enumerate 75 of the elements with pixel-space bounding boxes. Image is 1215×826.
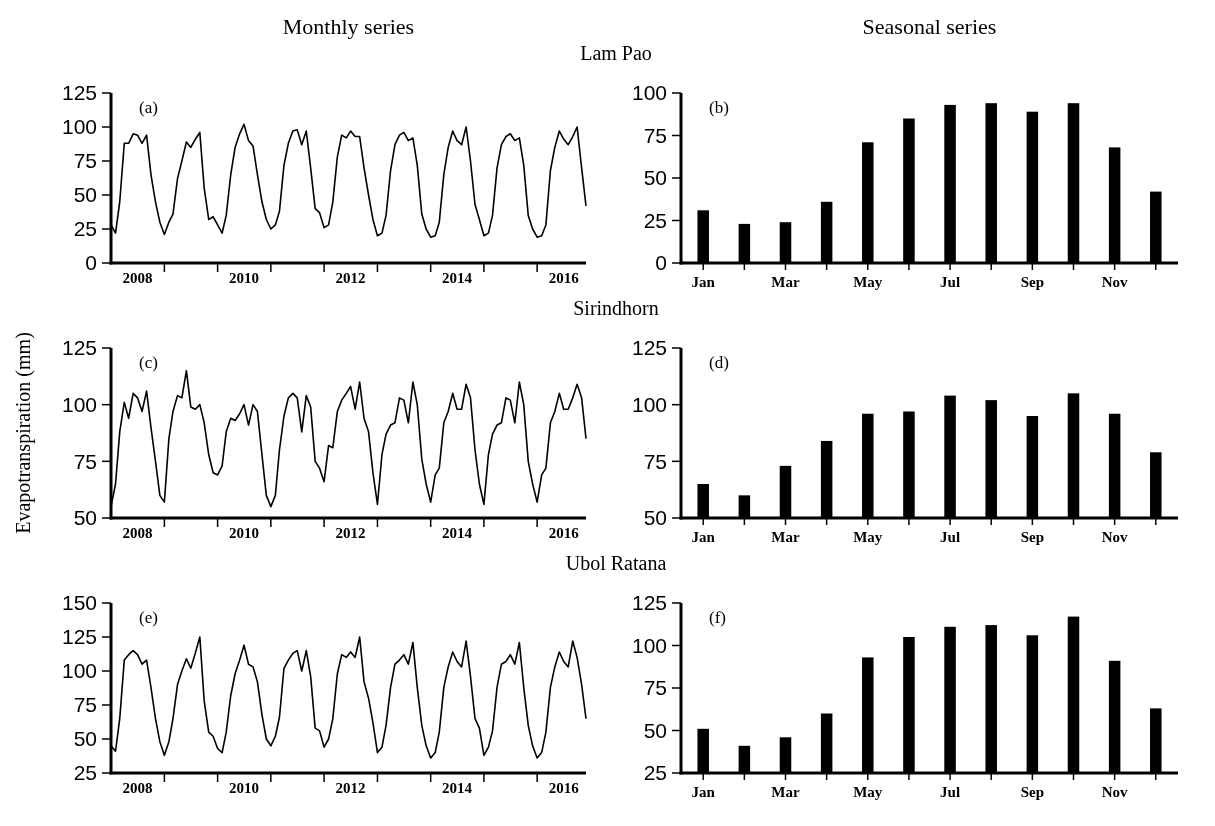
y-tick-label: 100 [631, 633, 667, 657]
y-tick-label: 125 [61, 81, 97, 105]
chart-title: Monthly series [282, 14, 415, 39]
y-tick-label: 25 [643, 208, 667, 232]
x-tick-label: 2016 [548, 270, 580, 286]
x-tick-label: Sep [1020, 274, 1045, 290]
annotation: (d) [709, 353, 729, 372]
y-tick-label: 50 [643, 718, 667, 742]
y-tick-label: 50 [73, 506, 97, 530]
y-tick-label: 75 [643, 449, 667, 473]
x-tick-label: Sep [1020, 529, 1045, 545]
annotation: (c) [139, 353, 158, 372]
x-tick-label: Mar [771, 529, 800, 545]
y-tick-label: 125 [631, 336, 667, 360]
x-tick-label: Nov [1101, 529, 1129, 545]
x-tick-label: 2014 [442, 525, 473, 541]
y-tick-label: 75 [643, 123, 667, 147]
y-tick-label: 75 [73, 149, 97, 173]
y-tick-label: 75 [73, 449, 97, 473]
x-tick-label: 2014 [442, 270, 473, 286]
x-tick-label: Jan [691, 274, 716, 290]
chart-subtitle: Lam Pao [580, 42, 652, 64]
x-tick-label: 2008 [122, 525, 153, 541]
x-tick-label: Mar [771, 274, 800, 290]
y-tick-label: 25 [73, 217, 97, 241]
y-tick-label: 75 [73, 693, 97, 717]
x-tick-label: Nov [1101, 274, 1129, 290]
y-tick-label: 25 [643, 761, 667, 785]
y-tick-label: 150 [61, 591, 97, 615]
x-tick-label: May [853, 274, 883, 290]
x-tick-label: 2014 [442, 780, 473, 796]
y-tick-label: 100 [61, 659, 97, 683]
x-tick-label: 2008 [122, 270, 153, 286]
y-tick-label: 125 [61, 625, 97, 649]
y-tick-label: 50 [643, 506, 667, 530]
x-tick-label: 2010 [229, 270, 260, 286]
x-tick-label: 2016 [548, 780, 580, 796]
x-tick-label: Sep [1020, 784, 1045, 800]
annotation: (f) [709, 608, 726, 627]
x-tick-label: May [853, 784, 883, 800]
y-tick-label: 50 [73, 727, 97, 751]
y-tick-label: 75 [643, 676, 667, 700]
chart-subtitle: Ubol Ratana [565, 552, 667, 574]
y-tick-label: 100 [61, 393, 97, 417]
chart-subtitle: Sirindhorn [573, 297, 659, 319]
x-tick-label: 2008 [122, 780, 153, 796]
y-tick-label: 50 [73, 183, 97, 207]
x-tick-label: Mar [771, 784, 800, 800]
x-tick-label: 2010 [229, 525, 260, 541]
x-tick-label: Jan [691, 784, 716, 800]
y-tick-label: 25 [73, 761, 97, 785]
x-tick-label: Jan [691, 529, 716, 545]
y-tick-label: 0 [655, 251, 667, 275]
y-tick-label: 125 [631, 591, 667, 615]
x-tick-label: Jul [940, 529, 961, 545]
x-tick-label: 2012 [335, 270, 366, 286]
y-tick-label: 50 [643, 166, 667, 190]
annotation: (a) [139, 98, 158, 117]
y-tick-label: 125 [61, 336, 97, 360]
x-tick-label: 2016 [548, 525, 580, 541]
annotation: (e) [139, 608, 158, 627]
y-tick-label: 0 [85, 251, 97, 275]
y-tick-label: 100 [631, 81, 667, 105]
y-axis-title: Evapotranspiration (mm) [12, 332, 35, 534]
x-tick-label: 2012 [335, 780, 366, 796]
x-tick-label: Jul [940, 274, 961, 290]
x-tick-label: 2012 [335, 525, 366, 541]
y-tick-label: 100 [631, 393, 667, 417]
x-tick-label: Jul [940, 784, 961, 800]
x-tick-label: Nov [1101, 784, 1129, 800]
annotation: (b) [709, 98, 729, 117]
y-tick-label: 100 [61, 115, 97, 139]
x-tick-label: May [853, 529, 883, 545]
chart-title: Seasonal series [862, 14, 997, 39]
x-tick-label: 2010 [229, 780, 260, 796]
